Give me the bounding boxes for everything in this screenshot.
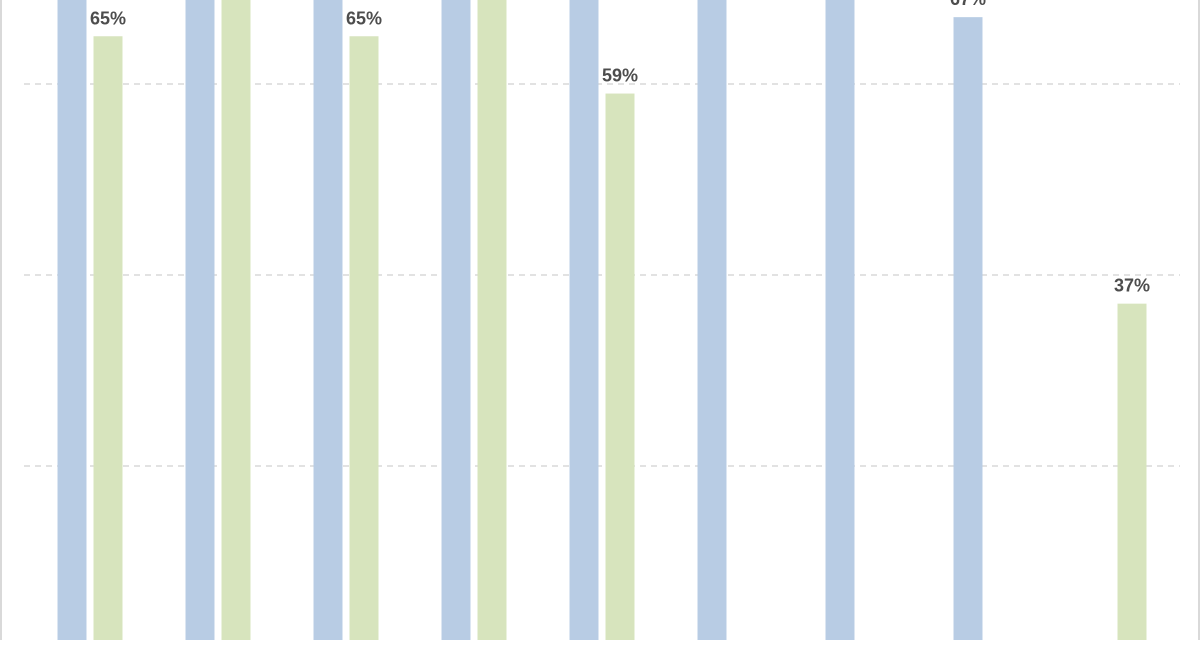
bar-series1-5 [569, 0, 599, 645]
data-label-series2-9: 37% [1114, 276, 1150, 296]
data-label-series1-8: 67% [950, 0, 986, 9]
data-label-series2-3: 65% [346, 8, 382, 28]
data-label-series2-5: 59% [602, 66, 638, 86]
bar-series1-1 [57, 0, 87, 645]
bar-series2-4 [477, 0, 507, 645]
bar-series2-2 [221, 0, 251, 645]
bar-series1-2 [185, 0, 215, 645]
bar-series1-8 [953, 17, 983, 645]
bar-series2-5 [605, 93, 635, 645]
bar-series1-7 [825, 0, 855, 645]
bar-series1-6 [697, 0, 727, 645]
data-label-series2-1: 65% [90, 8, 126, 28]
bar-series2-3 [349, 36, 379, 645]
bar-series2-1 [93, 36, 123, 645]
bar-series1-3 [313, 0, 343, 645]
bar-series2-9 [1117, 303, 1147, 645]
bar-series1-4 [441, 0, 471, 645]
